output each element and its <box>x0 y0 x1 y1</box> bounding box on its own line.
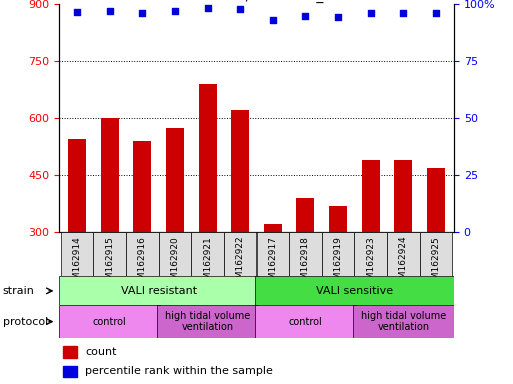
Text: GSM162919: GSM162919 <box>333 236 343 291</box>
Text: GSM162925: GSM162925 <box>431 236 441 291</box>
Bar <box>353 305 454 338</box>
Point <box>106 8 114 14</box>
Bar <box>394 160 412 346</box>
Bar <box>157 305 258 338</box>
Bar <box>231 111 249 346</box>
Text: control: control <box>289 316 322 327</box>
Bar <box>159 232 191 276</box>
Bar <box>59 276 258 305</box>
Bar <box>63 366 77 377</box>
Text: strain: strain <box>3 286 34 296</box>
Point <box>269 17 277 23</box>
Bar <box>255 305 356 338</box>
Text: GSM162922: GSM162922 <box>235 236 245 290</box>
Text: GSM162917: GSM162917 <box>268 236 278 291</box>
Bar <box>420 232 452 276</box>
Text: high tidal volume
ventilation: high tidal volume ventilation <box>361 311 446 333</box>
Bar <box>61 232 93 276</box>
Text: GSM162918: GSM162918 <box>301 236 310 291</box>
Bar <box>68 139 86 346</box>
Point <box>301 13 309 20</box>
Bar <box>63 346 77 358</box>
Text: GSM162924: GSM162924 <box>399 236 408 290</box>
Bar <box>264 224 282 346</box>
Point <box>399 10 407 17</box>
Bar <box>126 232 159 276</box>
Bar <box>297 198 314 346</box>
Bar <box>362 160 380 346</box>
Title: GDS2709 / 1374176_at: GDS2709 / 1374176_at <box>176 0 337 3</box>
Text: GSM162914: GSM162914 <box>72 236 82 291</box>
Bar <box>329 206 347 346</box>
Text: VALI resistant: VALI resistant <box>121 286 196 296</box>
Bar <box>387 232 420 276</box>
Bar <box>322 232 354 276</box>
Bar <box>256 232 289 276</box>
Bar <box>191 232 224 276</box>
Bar <box>59 305 160 338</box>
Bar <box>427 167 445 346</box>
Bar <box>289 232 322 276</box>
Bar <box>166 127 184 346</box>
Text: GSM162920: GSM162920 <box>170 236 180 291</box>
Text: GSM162915: GSM162915 <box>105 236 114 291</box>
Bar <box>255 276 454 305</box>
Bar <box>199 84 216 346</box>
Text: control: control <box>93 316 127 327</box>
Text: GSM162921: GSM162921 <box>203 236 212 291</box>
Bar <box>101 118 119 346</box>
Bar <box>133 141 151 346</box>
Point <box>171 8 179 14</box>
Text: percentile rank within the sample: percentile rank within the sample <box>85 366 273 376</box>
Text: count: count <box>85 347 116 357</box>
Text: VALI sensitive: VALI sensitive <box>316 286 393 296</box>
Point <box>204 5 212 12</box>
Bar <box>93 232 126 276</box>
Point <box>334 14 342 20</box>
Bar <box>354 232 387 276</box>
Point <box>367 10 375 17</box>
Point <box>236 6 244 12</box>
Point <box>138 10 146 16</box>
Point <box>73 9 81 15</box>
Bar <box>224 232 256 276</box>
Text: protocol: protocol <box>3 316 48 327</box>
Text: GSM162916: GSM162916 <box>138 236 147 291</box>
Point <box>432 10 440 17</box>
Text: GSM162923: GSM162923 <box>366 236 375 291</box>
Text: high tidal volume
ventilation: high tidal volume ventilation <box>165 311 250 333</box>
